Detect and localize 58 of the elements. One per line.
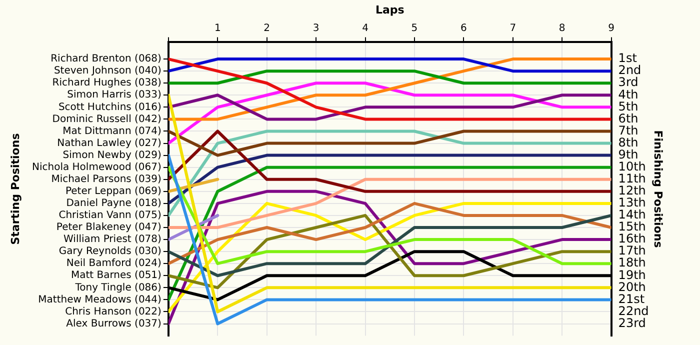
y2-tick-label: 13th <box>618 196 646 210</box>
category-label: Daniel Payne (018) <box>66 198 162 210</box>
y2-tick-label: 17th <box>618 244 646 258</box>
x-tick-label: 9 <box>608 22 614 34</box>
category-label: Steven Johnson (040) <box>54 66 162 77</box>
y2-tick-label: 21st <box>618 292 645 306</box>
category-label: Matt Barnes (051) <box>70 270 162 282</box>
category-label: Richard Hughes (038) <box>52 78 162 89</box>
x-tick-label: 4 <box>362 22 368 34</box>
y2-tick-label: 1st <box>618 51 638 66</box>
category-label: Michael Parsons (039) <box>51 174 162 185</box>
category-label: Chris Hanson (022) <box>65 306 162 318</box>
category-label: Matthew Meadows (044) <box>38 294 162 306</box>
y2-tick-label: 19th <box>618 268 646 282</box>
category-label: Tony Tingle (086) <box>75 282 162 294</box>
category-label: Dominic Russell (042) <box>52 114 162 125</box>
y2-tick-label: 3rd <box>618 75 638 90</box>
x-tick-label: 1 <box>214 22 221 34</box>
category-label: Simon Harris (033) <box>67 90 162 101</box>
category-label: Christian Vann (075) <box>58 210 162 222</box>
category-label: Gary Reynolds (030) <box>58 246 162 258</box>
x-tick-label: 5 <box>411 22 418 34</box>
y2-tick-label: 8th <box>618 135 638 150</box>
y2-tick-label: 4th <box>618 87 638 102</box>
category-label: Scott Hutchins (016) <box>58 102 162 113</box>
x-tick-label: 3 <box>312 22 320 34</box>
y2-tick-label: 23rd <box>618 316 646 330</box>
y2-tick-label: 18th <box>618 256 646 270</box>
category-label: Neil Bamford (024) <box>66 258 162 270</box>
y2-tick-label: 14th <box>618 208 646 222</box>
category-label: Nichola Holmewood (067) <box>32 162 162 173</box>
y2-tick-label: 22nd <box>618 304 649 318</box>
y2-tick-label: 15th <box>618 220 646 234</box>
y2-axis-title: Finishing Positions <box>652 130 665 248</box>
category-label: Peter Leppan (069) <box>65 186 162 197</box>
category-label: Mat Dittmann (074) <box>62 126 162 137</box>
y2-tick-label: 7th <box>618 123 638 138</box>
y2-tick-label: 12th <box>618 184 646 198</box>
category-label: Richard Brenton (068) <box>50 54 162 65</box>
y2-tick-label: 6th <box>618 111 638 126</box>
x-tick-label: 2 <box>264 22 270 34</box>
category-label: William Priest (078) <box>64 234 162 246</box>
x-tick-label: 8 <box>558 22 566 34</box>
category-label: Simon Newby (029) <box>62 150 162 161</box>
x-axis-title: Laps <box>375 3 405 16</box>
y2-tick-label: 16th <box>618 232 646 246</box>
y2-tick-label: 10th <box>618 159 646 174</box>
category-label: Peter Blakeney (047) <box>56 222 162 234</box>
y2-tick-label: 11th <box>618 172 646 186</box>
y2-tick-label: 5th <box>618 99 638 114</box>
category-label: Nathan Lawley (027) <box>57 138 162 149</box>
x-tick-label: 6 <box>460 22 467 34</box>
text: Starting Positions <box>8 132 22 245</box>
y2-tick-label: 2nd <box>618 63 642 78</box>
x-tick-label: 7 <box>510 22 516 34</box>
y2-tick-label: 20th <box>618 280 646 294</box>
category-label: Alex Burrows (037) <box>66 318 162 330</box>
y2-tick-label: 9th <box>618 147 638 162</box>
